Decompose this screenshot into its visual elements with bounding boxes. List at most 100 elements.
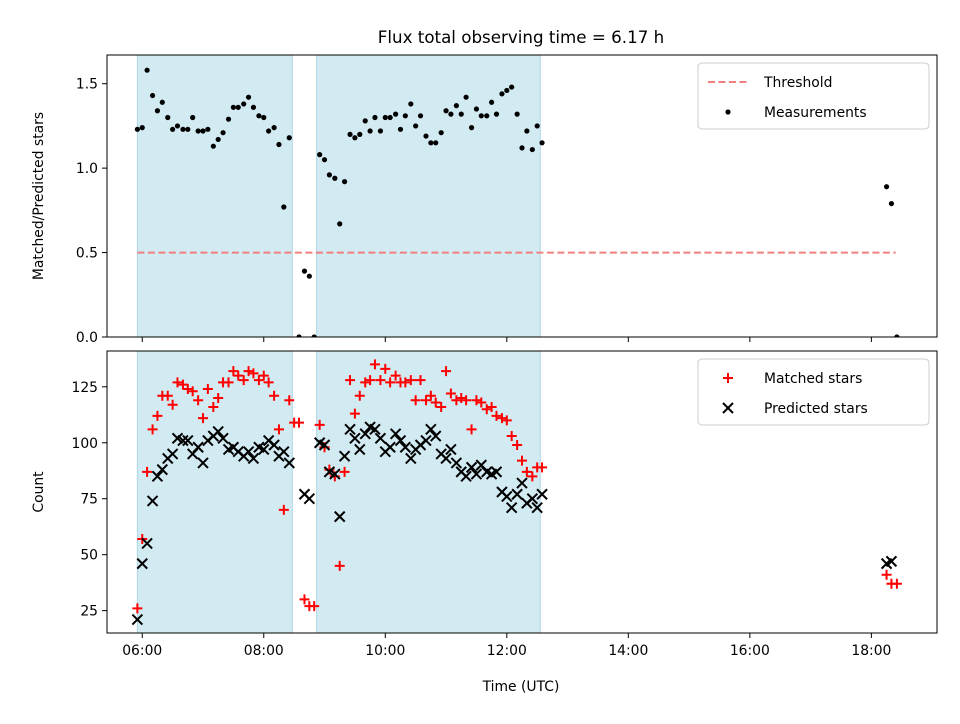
measurements-point bbox=[433, 140, 439, 146]
measurements-point bbox=[174, 123, 181, 129]
predicted-stars-point bbox=[536, 488, 548, 500]
x-tick-label: 12:00 bbox=[487, 643, 527, 659]
measurements-point bbox=[180, 126, 186, 132]
measurements-point bbox=[230, 104, 236, 110]
measurements-point bbox=[301, 268, 308, 274]
matched-stars-point bbox=[269, 390, 280, 401]
measurements-point bbox=[417, 113, 424, 119]
measurements-point bbox=[149, 92, 156, 99]
y-tick-label: 100 bbox=[71, 436, 98, 452]
matched-stars-point bbox=[496, 413, 507, 424]
observing-interval-band bbox=[316, 54, 541, 338]
measurements-point bbox=[883, 184, 890, 190]
predicted-stars-point bbox=[192, 441, 204, 453]
y-axis-label: Matched/Predicted stars bbox=[31, 112, 47, 280]
predicted-stars-point bbox=[531, 501, 543, 514]
predicted-stars-point bbox=[166, 448, 179, 460]
matched-stars-point bbox=[365, 375, 376, 386]
matched-stars-point bbox=[238, 375, 249, 386]
measurements-point bbox=[286, 135, 292, 141]
measurements-point bbox=[261, 114, 267, 121]
predicted-stars-point bbox=[516, 477, 528, 489]
predicted-stars-point bbox=[369, 423, 381, 436]
predicted-stars-point bbox=[303, 493, 316, 505]
predicted-stars-point bbox=[329, 468, 341, 480]
predicted-stars-point bbox=[885, 555, 898, 568]
measurements-point bbox=[509, 84, 515, 90]
measurements-point bbox=[529, 146, 535, 153]
measurements-point bbox=[473, 106, 480, 112]
matched-stars-point bbox=[461, 395, 472, 406]
predicted-stars-point bbox=[258, 443, 270, 456]
x-tick-label: 16:00 bbox=[730, 643, 770, 659]
matched-stars-point bbox=[278, 504, 289, 515]
matched-stars-point bbox=[167, 399, 178, 410]
measurements-point bbox=[134, 126, 140, 132]
measurements-point bbox=[154, 108, 161, 114]
matched-stars-point bbox=[369, 359, 380, 370]
matched-stars-point bbox=[436, 401, 447, 412]
y-tick-label: 50 bbox=[80, 548, 98, 564]
predicted-stars-point bbox=[430, 430, 442, 442]
chart-title: Flux total observing time = 6.17 h bbox=[378, 27, 664, 47]
measurements-point bbox=[317, 152, 323, 158]
matched-stars-point bbox=[172, 377, 183, 388]
predicted-stars-point bbox=[334, 510, 346, 523]
measurements-point bbox=[144, 67, 150, 73]
predicted-stars-point bbox=[146, 495, 159, 507]
predicted-stars-point bbox=[177, 434, 189, 447]
measurements-point bbox=[393, 111, 399, 117]
top-panel: 0.0 0.5 1.0 1.5 Matched/Predicted stars Thres… bbox=[31, 54, 938, 346]
measurements-point bbox=[266, 128, 272, 134]
measurements-point bbox=[468, 125, 475, 131]
matched-stars-point bbox=[354, 390, 365, 401]
predicted-stars-point bbox=[212, 425, 224, 438]
matched-stars-point bbox=[345, 375, 356, 386]
matched-stars-point bbox=[248, 368, 259, 379]
predicted-stars-point bbox=[389, 428, 402, 440]
measurements-point bbox=[357, 131, 363, 137]
measurements-point bbox=[463, 94, 469, 100]
matched-stars-point bbox=[243, 366, 254, 377]
matched-stars-point bbox=[208, 401, 219, 412]
measurements-point bbox=[195, 128, 201, 134]
matched-stars-point bbox=[441, 366, 452, 377]
matched-stars-point bbox=[177, 379, 188, 390]
predicted-stars-point bbox=[359, 428, 371, 440]
matched-stars-point bbox=[512, 440, 523, 450]
measurements-point bbox=[215, 136, 221, 143]
matched-stars-point bbox=[334, 560, 345, 571]
measurements-point bbox=[276, 141, 282, 148]
predicted-stars-point bbox=[268, 439, 280, 451]
measurements-point bbox=[185, 126, 191, 132]
y-tick-label: 0.0 bbox=[76, 330, 98, 346]
measurements-point bbox=[296, 334, 302, 337]
measurements-point bbox=[200, 128, 206, 134]
measurements-point bbox=[250, 104, 257, 110]
predicted-stars-point bbox=[338, 450, 351, 462]
measurements-point bbox=[443, 108, 449, 114]
legend-box bbox=[697, 62, 930, 130]
measurements-point bbox=[321, 157, 328, 163]
matched-stars-point bbox=[517, 455, 527, 466]
matched-stars-point bbox=[415, 375, 426, 386]
matched-stars-point bbox=[375, 375, 386, 386]
measurements-point bbox=[159, 99, 165, 105]
axes-frame bbox=[106, 350, 938, 634]
predicted-stars-point bbox=[425, 423, 437, 436]
measurements-point bbox=[241, 101, 247, 107]
matched-stars-point bbox=[142, 466, 153, 477]
matched-stars-point bbox=[471, 395, 482, 406]
matched-stars-point bbox=[273, 424, 284, 435]
measurements-point bbox=[347, 131, 353, 137]
predicted-stars-point bbox=[278, 446, 290, 458]
matched-stars-point bbox=[147, 424, 158, 435]
measurements-point bbox=[493, 111, 500, 117]
predicted-stars-point bbox=[511, 488, 523, 500]
observing-interval-band bbox=[136, 350, 293, 634]
predicted-stars-point bbox=[141, 537, 153, 550]
predicted-stars-point bbox=[445, 443, 457, 456]
measurements-point bbox=[489, 99, 495, 105]
predicted-stars-point bbox=[384, 441, 396, 453]
